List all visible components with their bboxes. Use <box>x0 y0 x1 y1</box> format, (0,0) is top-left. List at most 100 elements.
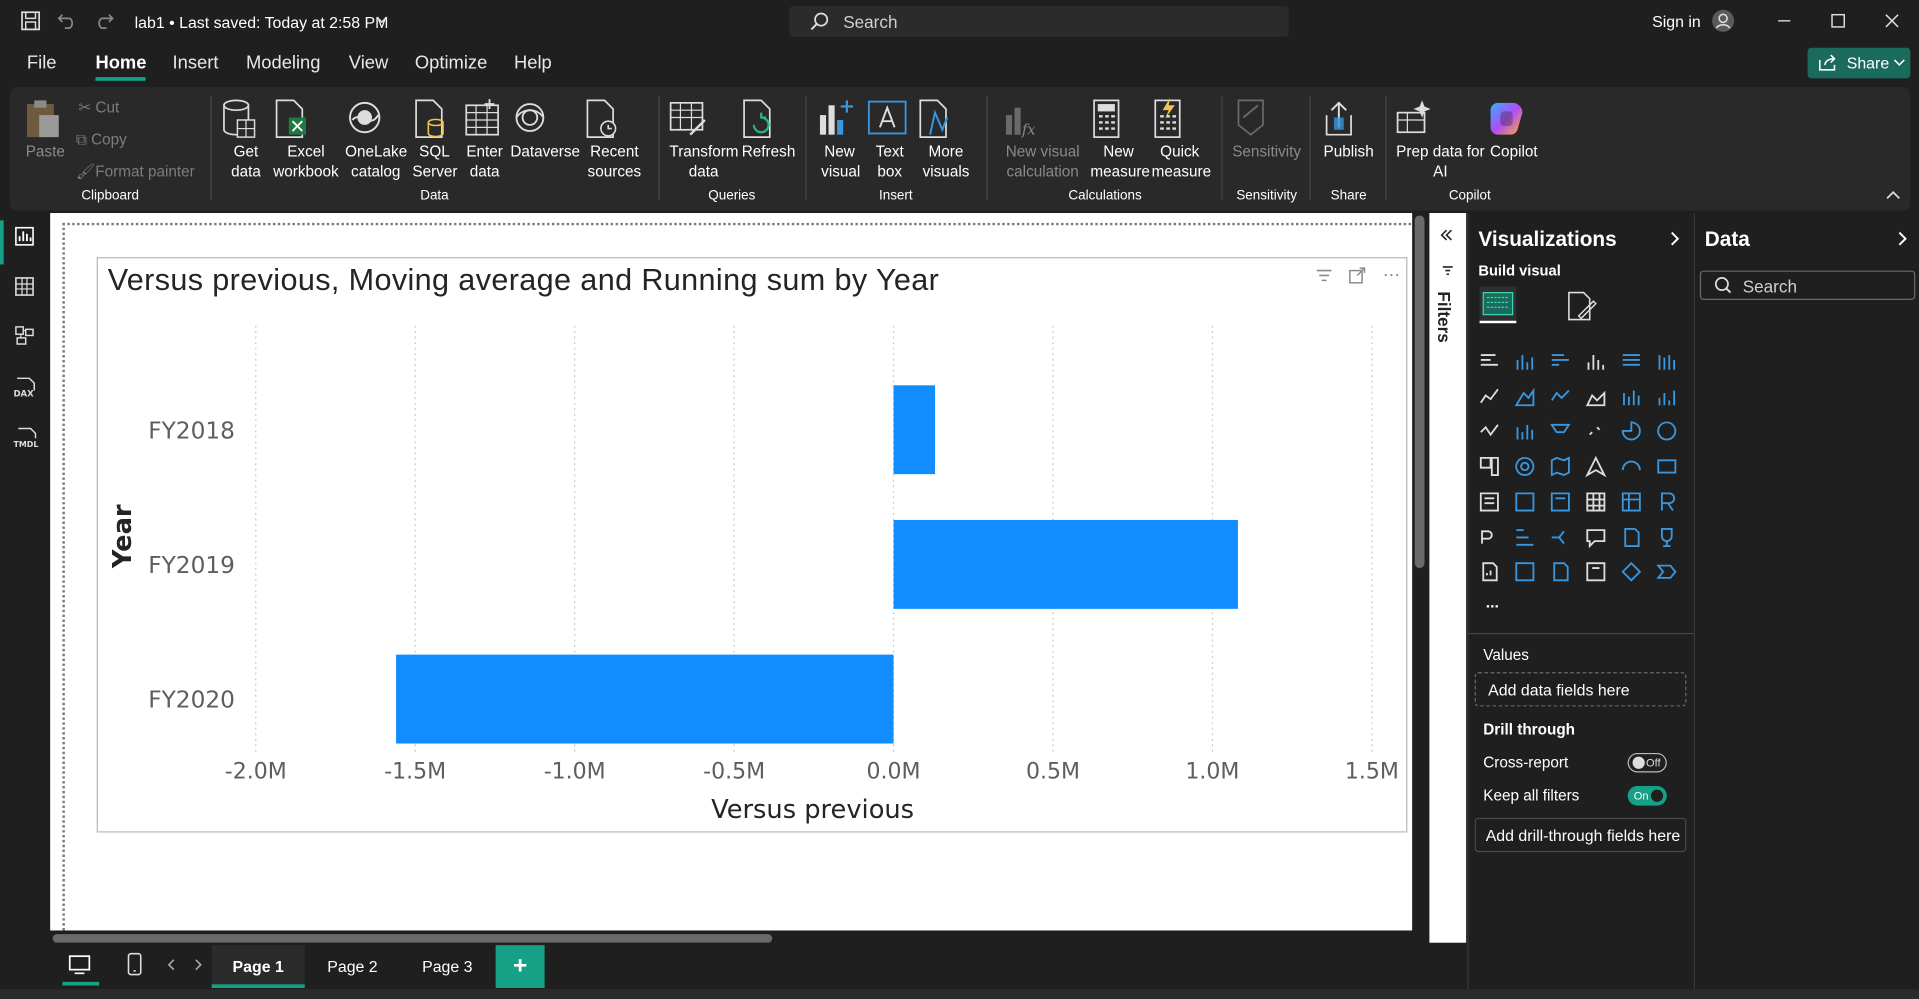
diamond-visual-icon[interactable] <box>1620 561 1642 583</box>
page-tab-3[interactable]: Page 3 <box>422 957 473 976</box>
copilot-button[interactable]: Copilot <box>1486 98 1542 162</box>
desktop-layout-icon[interactable] <box>67 953 91 977</box>
more-visuals-button[interactable]: More visuals <box>915 98 976 181</box>
100-bar-visual-icon[interactable] <box>1620 350 1642 372</box>
build-visual-tab-icon[interactable] <box>1479 286 1517 324</box>
quick-measure-button[interactable]: Quick measure <box>1150 97 1211 181</box>
sql-server-button[interactable]: SQL Server <box>411 98 458 181</box>
collapse-ribbon-icon[interactable] <box>1885 187 1902 202</box>
clustered-column-visual-icon[interactable] <box>1585 350 1607 372</box>
canvas-vertical-scrollbar[interactable] <box>1412 213 1427 943</box>
bar-chart-visual[interactable]: Versus previous, Moving average and Runn… <box>96 257 1408 833</box>
funnel-visual-icon[interactable] <box>1549 420 1571 442</box>
paginated-report-visual-icon[interactable] <box>1478 561 1500 583</box>
sensitivity-button[interactable]: Sensitivity <box>1231 98 1302 162</box>
matrix-visual-icon[interactable] <box>1620 491 1642 513</box>
cross-report-toggle[interactable]: Off <box>1627 752 1667 773</box>
menu-view[interactable]: View <box>348 52 389 74</box>
r-visual-visual-icon[interactable] <box>1656 491 1678 513</box>
cut-button[interactable]: ✂ Cut <box>78 98 119 116</box>
canvas-horizontal-scrollbar[interactable] <box>50 931 1413 944</box>
collapse-data-pane-icon[interactable] <box>1896 230 1911 247</box>
share-button[interactable]: Share <box>1807 47 1911 79</box>
clustered-bar-visual-icon[interactable] <box>1549 350 1571 372</box>
maximize-icon[interactable] <box>1830 12 1847 29</box>
menu-insert[interactable]: Insert <box>172 52 219 74</box>
format-painter-button[interactable]: 🖌Format painter <box>76 163 195 181</box>
table-view-icon[interactable] <box>13 275 35 297</box>
data-search-input[interactable]: Search <box>1699 270 1916 300</box>
publish-button[interactable]: Publish <box>1319 98 1378 162</box>
more-visuals-ellipsis[interactable]: ... <box>1485 592 1499 611</box>
menu-help[interactable]: Help <box>513 52 552 74</box>
map-visual-icon[interactable] <box>1514 456 1536 478</box>
100-column-visual-icon[interactable] <box>1656 350 1678 372</box>
add-page-button[interactable]: + <box>495 945 545 989</box>
transform-data-button[interactable]: Transform data <box>668 98 739 181</box>
vertical-scroll-thumb[interactable] <box>1414 215 1425 569</box>
gauge-visual-icon[interactable] <box>1620 456 1642 478</box>
qa-visual-icon[interactable] <box>1585 526 1607 548</box>
multi-row-card-visual-icon[interactable] <box>1478 491 1500 513</box>
collapse-visualizations-icon[interactable] <box>1668 230 1683 247</box>
card-new-visual-icon[interactable] <box>1514 561 1536 583</box>
new-visual-calculation-button[interactable]: fx New visual calculation <box>999 98 1087 181</box>
next-page-icon[interactable] <box>193 959 203 971</box>
report-view-icon[interactable] <box>13 225 35 247</box>
metrics-visual-icon[interactable] <box>1656 526 1678 548</box>
refresh-button[interactable]: Refresh <box>739 98 798 162</box>
key-influencers-visual-icon[interactable] <box>1514 526 1536 548</box>
sign-in-link[interactable]: Sign in <box>1652 12 1701 31</box>
filters-pane-collapsed[interactable]: Filters <box>1429 213 1467 948</box>
power-apps-visual-icon[interactable] <box>1549 561 1571 583</box>
add-data-fields-well[interactable]: Add data fields here <box>1474 672 1687 707</box>
expand-filters-icon[interactable] <box>1439 228 1454 243</box>
save-icon[interactable] <box>20 10 42 32</box>
decomposition-tree-visual-icon[interactable] <box>1549 526 1571 548</box>
table-visual-icon[interactable] <box>1585 491 1607 513</box>
line-visual-icon[interactable] <box>1478 385 1500 407</box>
smart-narrative-visual-icon[interactable] <box>1620 526 1642 548</box>
model-view-icon[interactable] <box>13 324 35 346</box>
azure-map-visual-icon[interactable] <box>1585 455 1607 478</box>
card-visual-icon[interactable] <box>1656 456 1678 478</box>
arrow-chevron-visual-icon[interactable] <box>1656 561 1678 583</box>
stacked-area-visual-icon[interactable] <box>1549 385 1571 407</box>
new-visual-button[interactable]: New visual <box>815 98 864 181</box>
prep-data-for-ai-button[interactable]: Prep data for AI <box>1393 98 1488 181</box>
page-tab-2[interactable]: Page 2 <box>327 957 378 976</box>
add-drill-through-well[interactable]: Add drill-through fields here <box>1474 817 1687 853</box>
copy-button[interactable]: ⧉ Copy <box>76 131 127 149</box>
area-visual-icon[interactable] <box>1514 385 1536 407</box>
page-tab-1[interactable]: Page 1 <box>211 945 305 989</box>
format-visual-tab-icon[interactable] <box>1564 289 1598 323</box>
text-box-button[interactable]: Text box <box>866 98 913 181</box>
minimize-icon[interactable] <box>1776 12 1793 29</box>
mobile-layout-icon[interactable] <box>126 952 143 977</box>
dax-query-view-icon[interactable]: DAX <box>13 376 37 398</box>
scatter-visual-icon[interactable] <box>1585 420 1607 442</box>
filter-icon[interactable] <box>1316 268 1333 283</box>
tmdl-view-icon[interactable]: TMDL <box>13 426 40 448</box>
power-automate-visual-icon[interactable] <box>1585 561 1607 583</box>
undo-icon[interactable] <box>56 10 78 32</box>
stacked-bar-visual-icon[interactable] <box>1478 350 1500 372</box>
onelake-catalog-button[interactable]: OneLake catalog <box>345 98 407 181</box>
stacked-column-visual-icon[interactable] <box>1514 350 1536 372</box>
focus-mode-icon[interactable] <box>1349 267 1366 284</box>
close-icon[interactable] <box>1883 12 1900 29</box>
100-area-visual-icon[interactable] <box>1585 385 1607 407</box>
menu-optimize[interactable]: Optimize <box>414 52 488 74</box>
line-stacked-column-visual-icon[interactable] <box>1620 385 1642 407</box>
waterfall-visual-icon[interactable] <box>1514 420 1536 442</box>
menu-home[interactable]: Home <box>95 52 147 74</box>
user-avatar-icon[interactable] <box>1711 9 1735 33</box>
filled-map-visual-icon[interactable] <box>1549 456 1571 478</box>
excel-workbook-button[interactable]: Excel workbook <box>272 98 341 181</box>
paste-button[interactable]: Paste <box>22 98 69 162</box>
slicer-visual-icon[interactable] <box>1549 491 1571 513</box>
menu-file[interactable]: File <box>26 52 57 74</box>
kpi-visual-icon[interactable] <box>1514 491 1536 513</box>
menu-modeling[interactable]: Modeling <box>245 52 321 74</box>
donut-visual-icon[interactable] <box>1656 420 1678 442</box>
